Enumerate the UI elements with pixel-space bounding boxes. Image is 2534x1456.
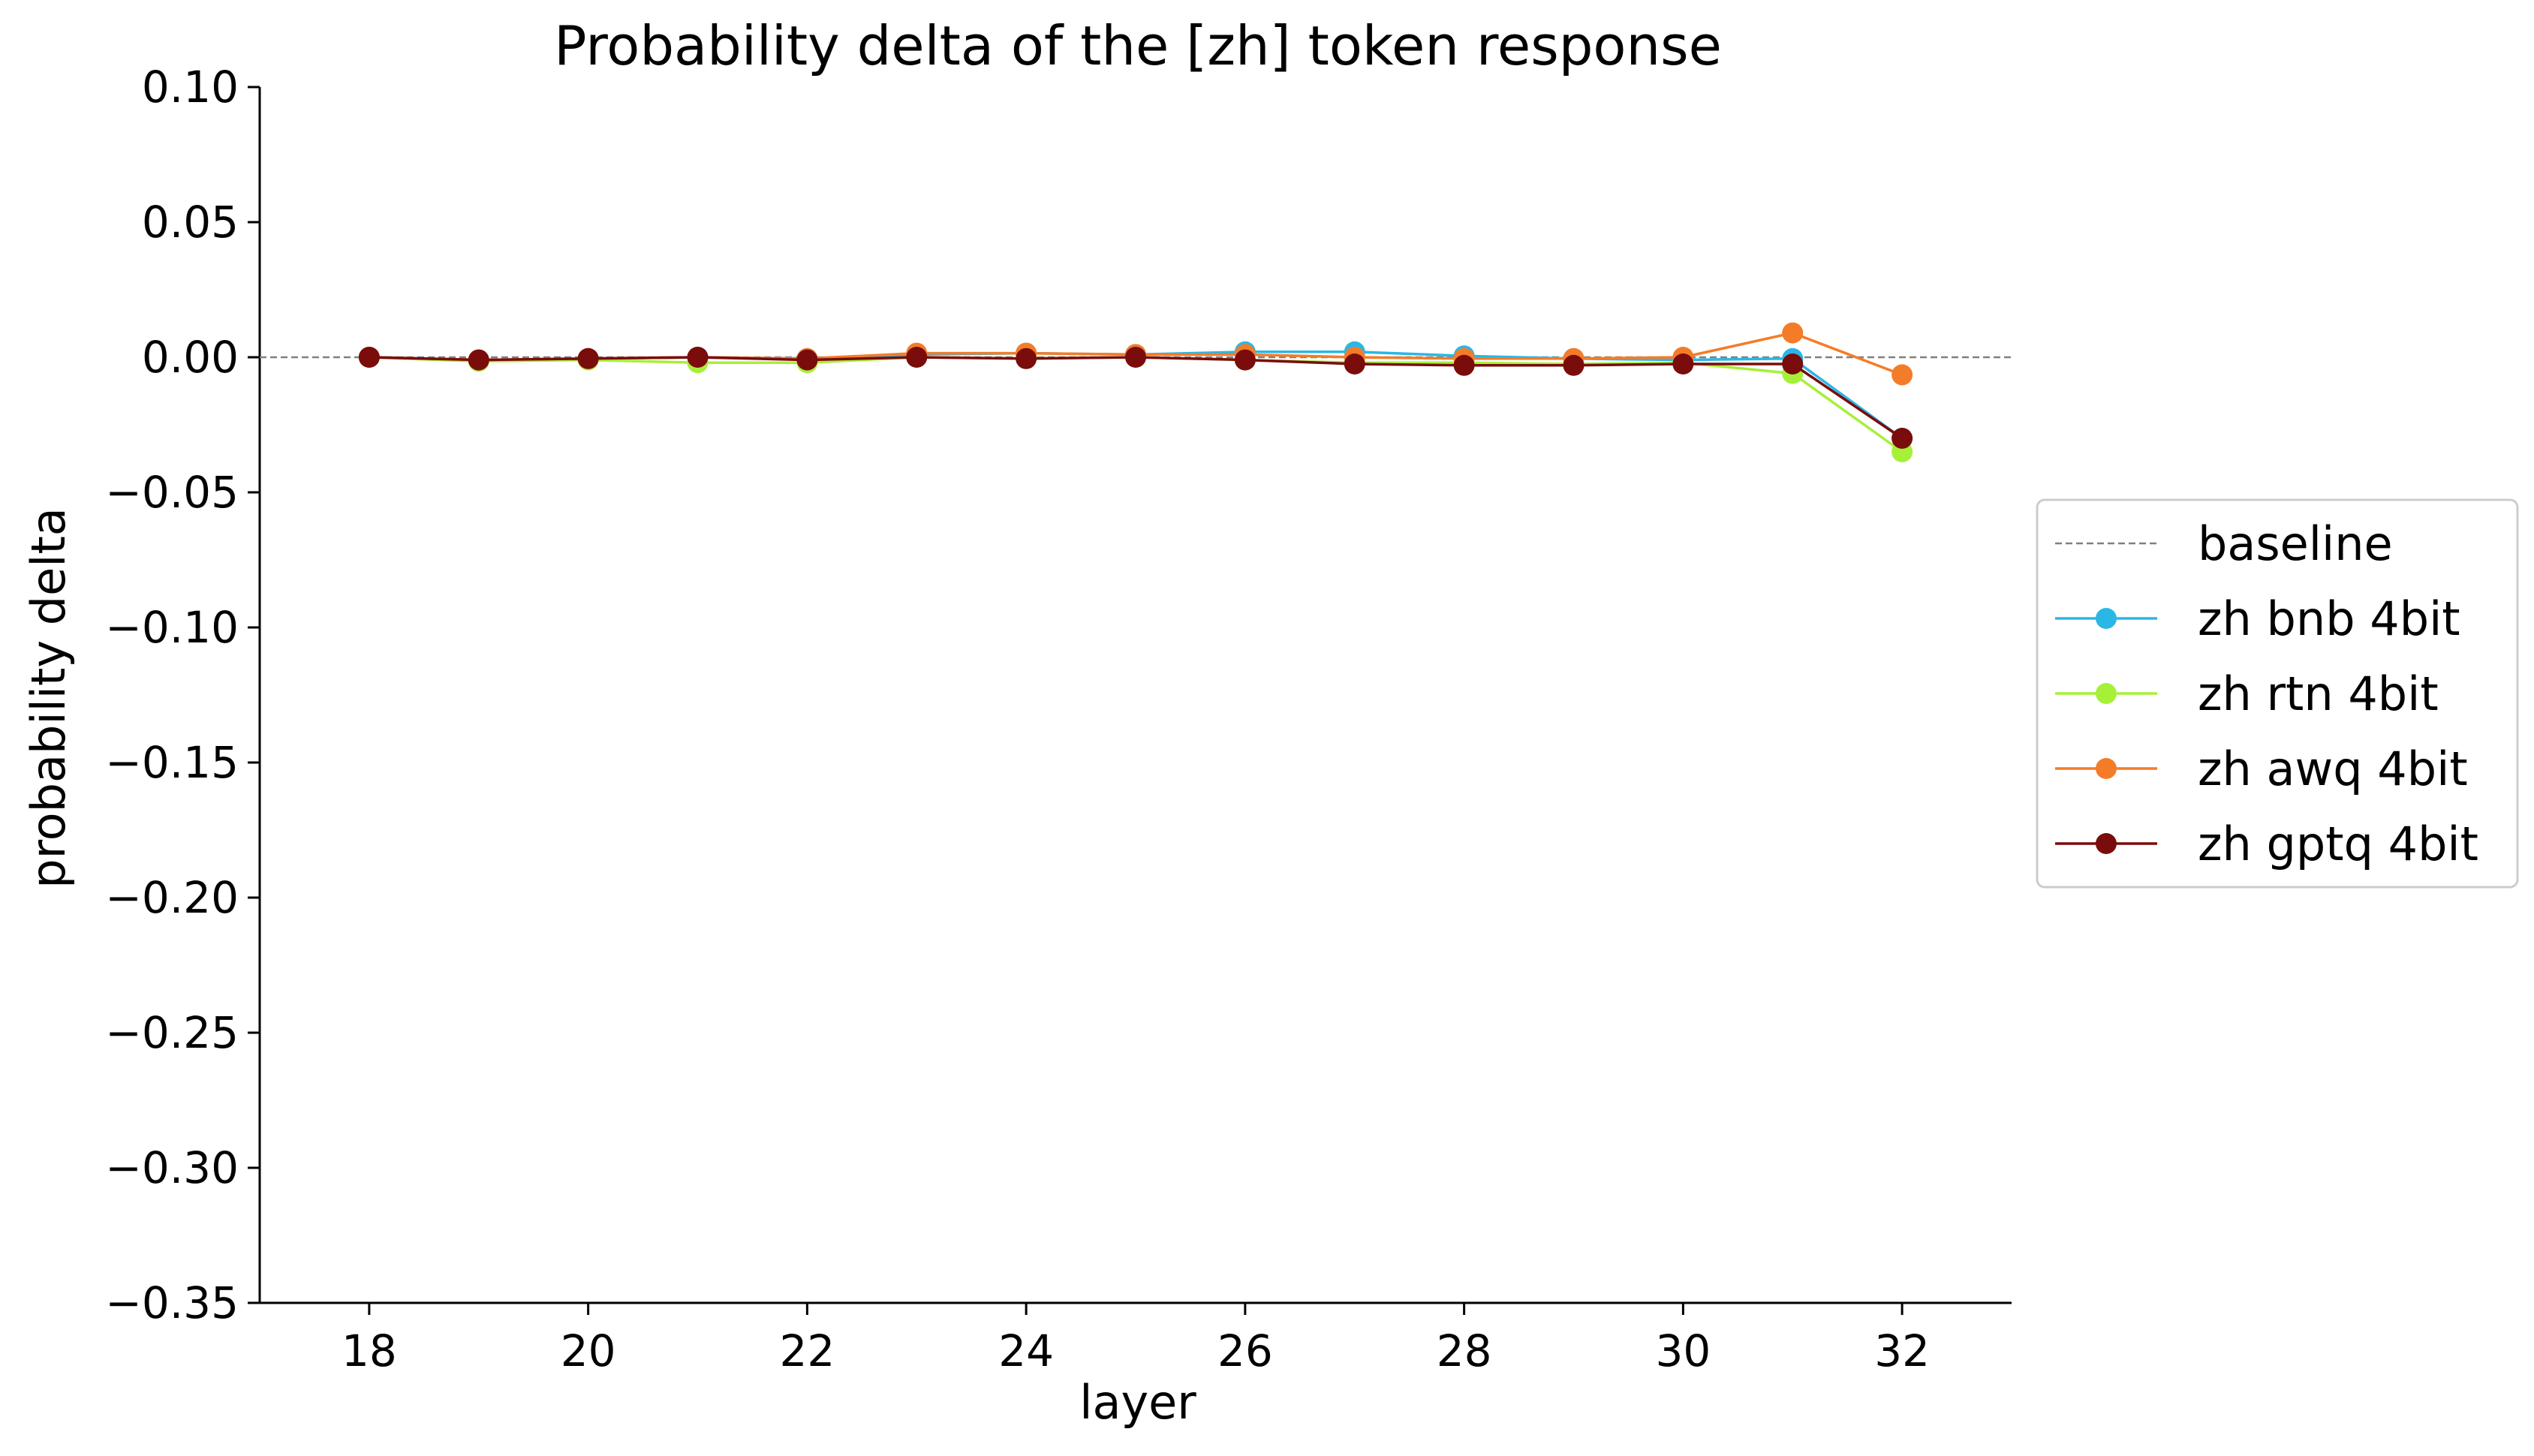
x-tick-label: 24 <box>998 1325 1054 1376</box>
data-point <box>1344 353 1365 375</box>
data-point <box>687 347 709 368</box>
data-point <box>1891 364 1913 386</box>
legend-item: zh rtn 4bit <box>2055 666 2439 721</box>
legend-marker <box>2096 758 2117 779</box>
y-tick-label: 0.00 <box>142 332 239 383</box>
y-tick-label: −0.05 <box>105 467 239 518</box>
data-point <box>1782 353 1804 375</box>
legend-marker <box>2096 683 2117 704</box>
data-point <box>468 349 489 371</box>
series-line <box>369 356 1904 440</box>
x-axis-label: layer <box>1079 1375 1196 1430</box>
data-point <box>1016 347 1037 369</box>
data-point <box>1453 354 1475 376</box>
data-point <box>1125 347 1146 368</box>
series-line <box>369 356 1904 453</box>
y-tick-label: 0.10 <box>142 62 239 113</box>
legend-label: zh gptq 4bit <box>2198 817 2478 871</box>
data-point <box>577 347 599 369</box>
data-point <box>358 347 380 368</box>
legend-frame <box>2036 498 2519 889</box>
plot-area: 0.10 0.05 0.00 −0.05 −0.10 −0.15 −0.20 −0.25 −0.… <box>105 62 2012 1376</box>
y-tick-label: −0.35 <box>105 1277 239 1328</box>
data-point <box>1234 349 1256 371</box>
data-point <box>906 347 928 368</box>
series-zh-gptq-4bit <box>358 347 1913 449</box>
legend-item: baseline <box>2055 516 2393 571</box>
x-tick-label: 28 <box>1437 1325 1492 1376</box>
x-tick-label: 32 <box>1874 1325 1930 1376</box>
x-tick-label: 22 <box>779 1325 835 1376</box>
data-point <box>796 349 818 371</box>
y-tick-label: −0.30 <box>105 1142 239 1193</box>
legend-label: zh rtn 4bit <box>2198 666 2439 721</box>
legend-label: zh bnb 4bit <box>2198 591 2460 646</box>
data-point <box>1891 428 1913 449</box>
x-tick-label: 18 <box>342 1325 397 1376</box>
legend-label: baseline <box>2198 516 2393 571</box>
y-tick-label: −0.15 <box>105 737 239 788</box>
y-axis-label: probability delta <box>21 507 76 889</box>
x-tick-label: 20 <box>561 1325 616 1376</box>
data-point <box>1672 353 1694 375</box>
chart-title: Probability delta of the [zh] token resp… <box>554 14 1722 77</box>
x-tick-label: 26 <box>1217 1325 1273 1376</box>
legend-item: zh bnb 4bit <box>2055 591 2460 646</box>
data-point <box>1782 322 1804 344</box>
legend: baseline zh bnb 4bit zh rtn 4bit zh awq 4bi… <box>2036 498 2519 889</box>
legend-item: zh awq 4bit <box>2055 742 2468 796</box>
y-tick-label: −0.20 <box>105 872 239 923</box>
x-tick-label: 30 <box>1655 1325 1711 1376</box>
legend-label: zh awq 4bit <box>2198 742 2468 796</box>
legend-item: zh gptq 4bit <box>2055 817 2478 871</box>
data-point <box>1563 354 1585 376</box>
y-tick-label: −0.25 <box>105 1007 239 1058</box>
legend-marker <box>2096 833 2117 854</box>
y-tick-label: −0.10 <box>105 602 239 653</box>
y-tick-label: 0.05 <box>142 197 239 248</box>
legend-marker <box>2096 608 2117 629</box>
